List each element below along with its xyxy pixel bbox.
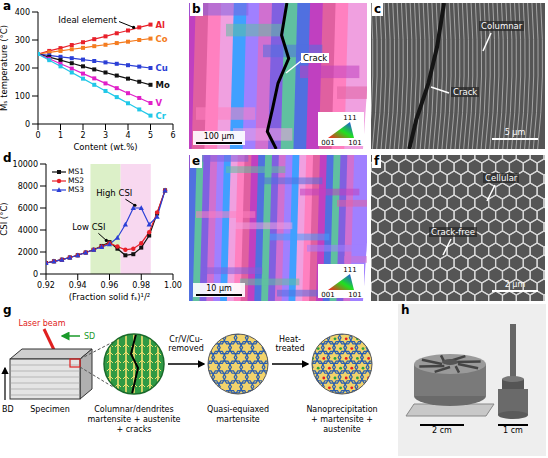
svg-text:CSI (°C): CSI (°C)	[0, 202, 9, 235]
svg-text:High CSI: High CSI	[96, 188, 132, 198]
svg-text:0: 0	[33, 270, 38, 279]
svg-text:+ cracks: + cracks	[116, 425, 151, 434]
svg-text:Cu: Cu	[156, 63, 168, 73]
svg-text:(Fraction solid fₛ)¹/²: (Fraction solid fₛ)¹/²	[69, 292, 151, 302]
svg-text:8000: 8000	[18, 182, 38, 191]
svg-text:treated: treated	[275, 344, 304, 353]
svg-text:Al: Al	[156, 20, 166, 30]
svg-text:5: 5	[148, 131, 153, 140]
svg-text:1.00: 1.00	[164, 281, 182, 290]
svg-text:SD: SD	[84, 332, 95, 341]
svg-text:Cr/V/Cu-: Cr/V/Cu-	[169, 335, 202, 344]
svg-text:austenite: austenite	[323, 425, 361, 434]
svg-text:0.98: 0.98	[132, 281, 150, 290]
svg-text:Heat-: Heat-	[279, 335, 301, 344]
svg-text:200: 200	[15, 64, 30, 73]
svg-text:400: 400	[15, 8, 30, 17]
svg-text:martensite + austenite: martensite + austenite	[88, 415, 181, 424]
svg-text:Content (wt.%): Content (wt.%)	[73, 142, 137, 152]
svg-text:2000: 2000	[18, 248, 38, 257]
svg-text:0.92: 0.92	[37, 281, 55, 290]
svg-text:101: 101	[348, 291, 361, 298]
svg-text:Low CSI: Low CSI	[72, 222, 105, 232]
svg-text:Mₛ temperature (°C): Mₛ temperature (°C)	[0, 25, 9, 111]
svg-text:10000: 10000	[13, 160, 38, 169]
html-text:h: h	[401, 303, 410, 317]
svg-text:6000: 6000	[18, 204, 38, 213]
html-text:MS3: MS3	[68, 185, 84, 194]
svg-text:001: 001	[321, 291, 334, 298]
svg-text:111: 111	[343, 266, 356, 274]
svg-text:BD: BD	[2, 405, 14, 414]
svg-text:111: 111	[343, 114, 356, 122]
html-text:5 μm: 5 μm	[504, 128, 526, 137]
svg-text:Laser beam: Laser beam	[19, 319, 66, 328]
svg-text:100: 100	[15, 92, 30, 101]
svg-text:+ martensite +: + martensite +	[311, 415, 373, 424]
html-text:Crack-free: Crack-free	[431, 227, 476, 237]
html-text:d: d	[3, 151, 12, 165]
svg-text:001: 001	[321, 139, 334, 146]
html-text:Crack: Crack	[303, 53, 328, 63]
svg-text:Co: Co	[156, 34, 168, 44]
html-text:MS2: MS2	[68, 176, 84, 185]
svg-text:0: 0	[25, 120, 30, 129]
svg-text:V: V	[156, 98, 163, 108]
svg-text:2: 2	[80, 131, 85, 140]
svg-text:300: 300	[15, 36, 30, 45]
svg-text:martensite: martensite	[216, 415, 260, 424]
svg-text:0.94: 0.94	[69, 281, 87, 290]
html-text:a: a	[3, 0, 12, 13]
html-text:10 μm: 10 μm	[206, 284, 232, 293]
html-text:e: e	[192, 154, 201, 168]
svg-text:Specimen: Specimen	[30, 405, 69, 414]
svg-text:removed: removed	[168, 344, 203, 353]
svg-text:101: 101	[348, 139, 361, 146]
html-text:2 cm: 2 cm	[432, 426, 452, 435]
svg-text:Nanoprecipitation: Nanoprecipitation	[306, 405, 377, 414]
html-text:Cellular: Cellular	[485, 173, 518, 183]
svg-text:6: 6	[170, 131, 175, 140]
svg-text:Ideal element: Ideal element	[58, 15, 117, 25]
html-text:b: b	[192, 2, 201, 16]
html-text:MS1: MS1	[68, 167, 84, 176]
svg-text:1: 1	[58, 131, 63, 140]
html-text:100 μm: 100 μm	[203, 132, 235, 141]
html-text:2 μm: 2 μm	[504, 280, 526, 289]
svg-text:3: 3	[103, 131, 108, 140]
svg-text:Cr: Cr	[156, 111, 167, 121]
html-text:1 cm: 1 cm	[503, 426, 523, 435]
html-text:f: f	[374, 154, 380, 168]
svg-text:0.96: 0.96	[101, 281, 119, 290]
svg-text:4000: 4000	[18, 226, 38, 235]
svg-text:Mo: Mo	[156, 80, 170, 90]
html-text:Columnar: Columnar	[481, 21, 523, 31]
svg-text:Quasi-equiaxed: Quasi-equiaxed	[207, 405, 269, 414]
html-text:g: g	[3, 303, 12, 317]
svg-text:4: 4	[125, 131, 130, 140]
svg-text:Columnar/dendrites: Columnar/dendrites	[94, 405, 173, 414]
html-text:c: c	[374, 2, 382, 16]
html-text:Crack: Crack	[453, 87, 478, 97]
svg-text:0: 0	[35, 131, 40, 140]
